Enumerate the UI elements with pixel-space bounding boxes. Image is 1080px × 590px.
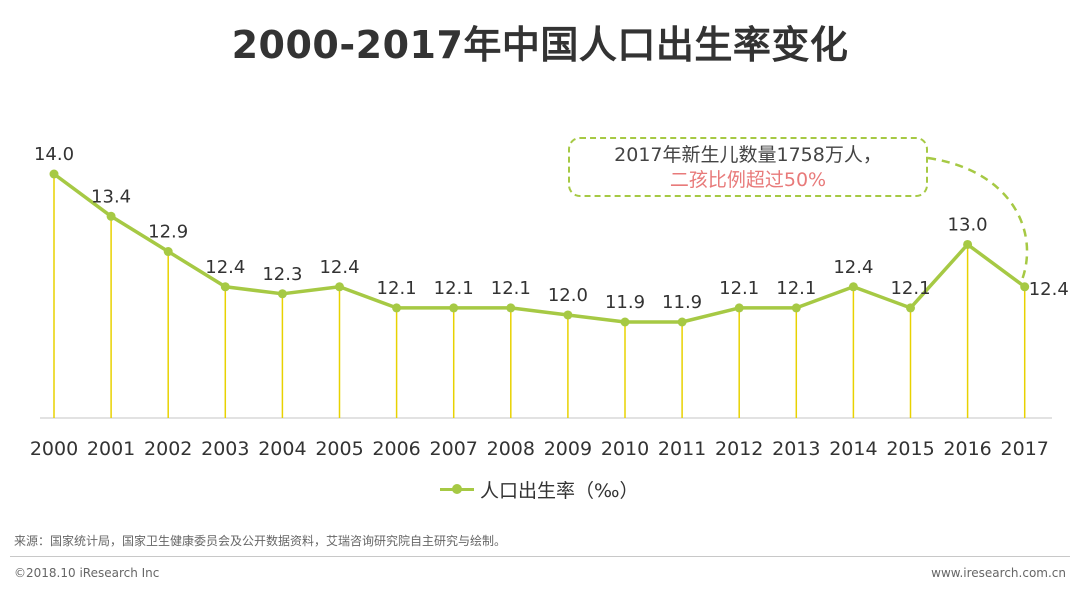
- data-point: [563, 310, 573, 320]
- data-point: [677, 317, 687, 327]
- x-tick-label: 2013: [772, 438, 820, 460]
- data-label: 12.0: [548, 285, 588, 306]
- data-label: 12.4: [833, 257, 873, 278]
- x-tick-label: 2014: [829, 438, 877, 460]
- x-tick-label: 2016: [943, 438, 991, 460]
- footer-divider: [10, 556, 1070, 557]
- series-line: [52, 172, 1026, 324]
- annotation-callout: 2017年新生儿数量1758万人， 二孩比例超过50%: [568, 137, 928, 197]
- data-point: [49, 169, 59, 179]
- x-tick-label: 2002: [144, 438, 192, 460]
- data-point: [220, 282, 230, 292]
- data-point: [620, 317, 630, 327]
- data-point: [163, 247, 173, 257]
- data-point: [848, 282, 858, 292]
- data-label: 12.4: [1029, 279, 1069, 300]
- x-tick-label: 2000: [30, 438, 78, 460]
- x-tick-label: 2015: [886, 438, 934, 460]
- data-point: [392, 303, 402, 313]
- x-tick-label: 2007: [430, 438, 478, 460]
- data-label: 12.4: [319, 257, 359, 278]
- copyright-text: ©2018.10 iResearch Inc: [14, 566, 160, 580]
- x-tick-label: 2006: [372, 438, 420, 460]
- callout-line-1: 2017年新生儿数量1758万人，: [614, 144, 882, 166]
- data-label: 12.1: [377, 278, 417, 299]
- legend-label: 人口出生率（‰）: [480, 479, 639, 502]
- data-label: 12.9: [148, 222, 188, 243]
- data-label: 13.4: [91, 186, 131, 207]
- data-label: 12.1: [491, 278, 531, 299]
- x-tick-label: 2011: [658, 438, 706, 460]
- x-tick-label: 2004: [258, 438, 306, 460]
- data-label: 14.0: [34, 144, 74, 165]
- callout-line-2: 二孩比例超过50%: [669, 169, 827, 191]
- data-label: 12.3: [262, 264, 302, 285]
- data-point: [277, 289, 287, 299]
- callout-connector: [927, 156, 1029, 281]
- data-label: 12.1: [890, 278, 930, 299]
- data-point: [449, 303, 459, 313]
- data-point: [734, 303, 744, 313]
- data-point: [791, 303, 801, 313]
- data-point: [906, 303, 915, 313]
- data-label: 12.1: [776, 278, 816, 299]
- x-tick-label: 2010: [601, 438, 649, 460]
- data-point: [1020, 282, 1030, 292]
- chart-legend: 人口出生率（‰）: [440, 476, 639, 502]
- data-label: 13.0: [948, 214, 988, 235]
- x-tick-label: 2012: [715, 438, 763, 460]
- data-point: [106, 211, 116, 221]
- x-tick-label: 2009: [544, 438, 592, 460]
- data-point: [963, 239, 973, 249]
- data-label: 12.1: [434, 278, 474, 299]
- data-point: [335, 282, 344, 292]
- x-tick-label: 2001: [87, 438, 135, 460]
- data-label: 12.1: [719, 278, 759, 299]
- x-tick-label: 2003: [201, 438, 249, 460]
- data-point: [506, 303, 516, 313]
- chart-title: 2000-2017年中国人口出生率变化: [231, 23, 849, 67]
- data-label: 11.9: [605, 292, 645, 313]
- x-tick-label: 2005: [315, 438, 363, 460]
- source-note: 来源：国家统计局，国家卫生健康委员会及公开数据资料，艾瑞咨询研究院自主研究与绘制…: [14, 534, 507, 548]
- x-tick-label: 2008: [487, 438, 535, 460]
- x-tick-label: 2017: [1001, 438, 1049, 460]
- website-url: www.iresearch.com.cn: [931, 566, 1066, 580]
- data-label: 12.4: [205, 257, 245, 278]
- data-label: 11.9: [662, 292, 702, 313]
- legend-line-marker: [440, 479, 474, 499]
